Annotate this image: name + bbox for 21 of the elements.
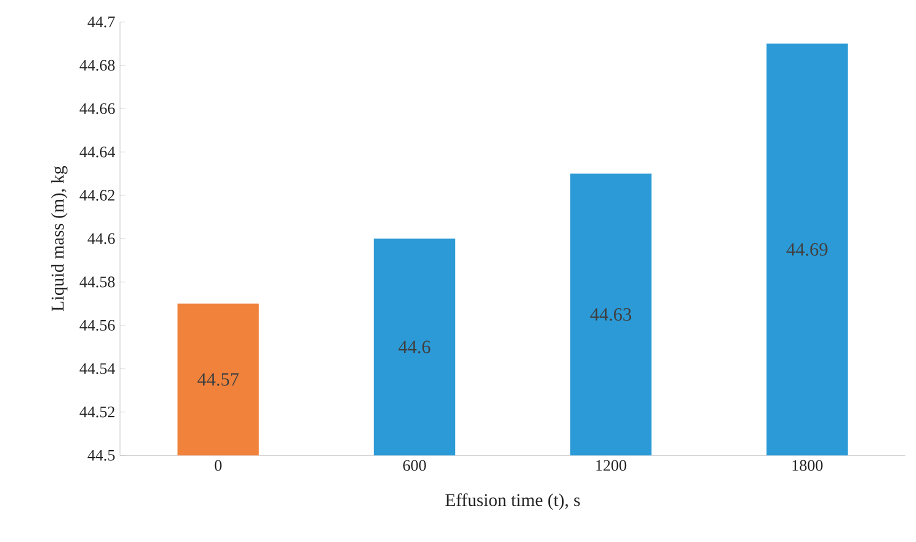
data-label: 44.69 — [786, 243, 828, 256]
y-tick-label: 44.7 — [88, 16, 115, 28]
y-tick-label: 44.62 — [80, 190, 114, 201]
y-axis-title: Liquid mass (m), kg — [51, 166, 68, 312]
y-tick-label: 44.54 — [80, 363, 116, 374]
y-tick-label: 44.5 — [88, 450, 115, 461]
x-tick-label: 1800 — [792, 460, 823, 471]
y-tick-label: 44.66 — [80, 103, 115, 114]
y-tick-label: 44.68 — [80, 60, 115, 71]
x-tick-label: 1200 — [596, 460, 626, 471]
y-tick-label: 44.64 — [80, 146, 116, 158]
y-tick-label: 44.56 — [80, 320, 115, 331]
data-label: 44.57 — [198, 373, 239, 386]
data-label: 44.6 — [398, 340, 430, 354]
x-tick-label: 600 — [403, 460, 426, 471]
data-label: 44.63 — [590, 308, 632, 321]
y-tick-label: 44.58 — [80, 276, 115, 288]
y-tick-label: 44.52 — [80, 406, 114, 418]
y-tick-label: 44.6 — [88, 233, 115, 244]
x-tick-label: 0 — [214, 460, 222, 471]
x-axis-title: Effusion time (t), s — [445, 493, 580, 510]
